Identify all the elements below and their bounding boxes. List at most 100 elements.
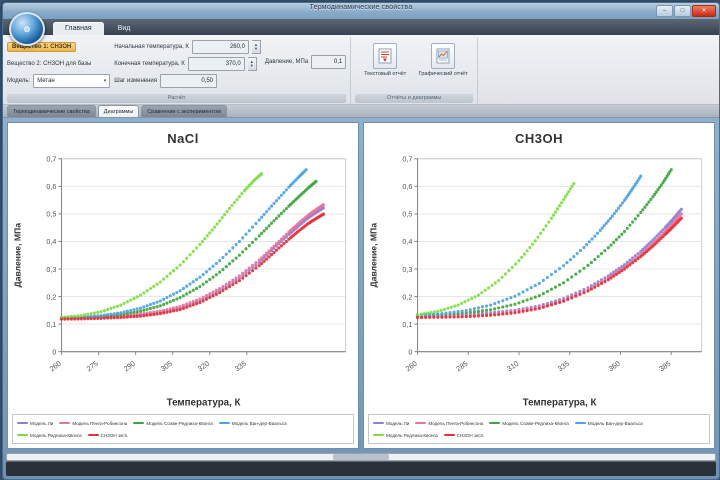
legend-color-swatch bbox=[489, 422, 501, 424]
start-temperature-input[interactable]: 260,0 bbox=[191, 40, 249, 54]
legend-label: CH3OH эксп. bbox=[456, 432, 485, 438]
svg-text:335: 335 bbox=[233, 359, 248, 374]
legend-item: Модель Пенга-Робинсона bbox=[59, 418, 127, 428]
pressure-label: Давление, МПа bbox=[264, 59, 309, 65]
text-report-label: Текстовый отчёт bbox=[364, 71, 407, 77]
chart-title-left: NaCl bbox=[167, 131, 199, 146]
svg-text:0,3: 0,3 bbox=[402, 265, 412, 274]
document-icon bbox=[373, 43, 398, 69]
svg-text:260: 260 bbox=[48, 359, 63, 374]
svg-text:360: 360 bbox=[607, 359, 622, 374]
step-input[interactable]: 0,50 bbox=[160, 74, 218, 88]
svg-text:285: 285 bbox=[455, 359, 470, 374]
svg-text:0,4: 0,4 bbox=[46, 237, 56, 246]
legend-color-swatch bbox=[415, 422, 427, 424]
temperature-fields: Начальная температура, К 260,0 ▲ ▼ Конечн… bbox=[114, 40, 261, 88]
legend-label: Модель Соаве-Редлиха-Квонга bbox=[146, 420, 213, 426]
legend-item: Модель Соаве-Редлиха-Квонга bbox=[133, 418, 213, 428]
legend-color-swatch bbox=[59, 422, 71, 424]
horizontal-scrollbar[interactable] bbox=[6, 453, 716, 461]
legend-label: Модель Ван-дер-Ваальса bbox=[231, 420, 287, 426]
svg-text:0,1: 0,1 bbox=[46, 320, 56, 329]
legend-label: Модель Соаве-Редлиха-Квонга bbox=[502, 420, 569, 426]
app-orb-icon[interactable]: ⚙ bbox=[9, 12, 45, 46]
svg-text:0,7: 0,7 bbox=[46, 154, 56, 163]
svg-text:0,6: 0,6 bbox=[402, 182, 412, 191]
legend-color-swatch bbox=[373, 434, 384, 436]
step-label: Шаг изменения bbox=[114, 78, 158, 84]
legend-color-swatch bbox=[218, 422, 230, 424]
legend-label: Модель Пенга-Робинсона bbox=[428, 420, 484, 426]
start-temperature-label: Начальная температура, К bbox=[114, 44, 189, 50]
ribbon-tab-home[interactable]: Главная bbox=[53, 22, 104, 35]
legend-item: Модель Пенга-Робинсона bbox=[415, 418, 483, 428]
legend-label: Модель Ли bbox=[30, 420, 54, 426]
plot-area-right: 0 0,1 0,2 0,3 0,4 0,5 0,6 0,7 260 285 310 335 360 385… bbox=[364, 148, 714, 412]
svg-text:0,4: 0,4 bbox=[402, 237, 412, 246]
end-temperature-stepper[interactable]: ▲ ▼ bbox=[247, 57, 257, 71]
legend-item: CH3OH эксп. bbox=[443, 430, 485, 440]
doc-tab-diagrams[interactable]: Диаграммы bbox=[97, 105, 140, 117]
model-select-value: Метан bbox=[37, 78, 55, 84]
substance-fields: Вещество 1: CH3OH Вещество 2: CH3OH для … bbox=[7, 40, 111, 88]
ribbon-group-empty bbox=[478, 38, 719, 104]
substance-2-label[interactable]: Вещество 2: CH3OH для базы bbox=[7, 61, 92, 67]
svg-text:0,5: 0,5 bbox=[402, 210, 412, 219]
svg-text:320: 320 bbox=[196, 359, 211, 374]
charts-workspace: NaCl 0 0,1 0,2 0,3 0,4 0,5 0,6 0,7 260 275 290 305 3… bbox=[3, 118, 719, 453]
legend-item: Модель Ван-дер-Ваальса bbox=[574, 418, 643, 428]
window-title: Термодинамические свойства bbox=[309, 4, 413, 11]
graphic-report-button[interactable]: Графический отчёт bbox=[417, 40, 469, 81]
chart-image-icon bbox=[431, 43, 456, 69]
chart-legend-right: Модель Ли Модель Пенга-Робинсона Модель Со… bbox=[368, 414, 710, 444]
model-select[interactable]: Метан ▾ bbox=[33, 74, 111, 88]
graphic-report-label: Графический отчёт bbox=[418, 71, 468, 77]
svg-text:310: 310 bbox=[505, 359, 520, 374]
pressure-input[interactable]: 0,1 bbox=[311, 55, 347, 69]
legend-label: CH3OH эксп. bbox=[100, 432, 129, 438]
svg-text:0,6: 0,6 bbox=[46, 182, 56, 191]
model-label: Модель: bbox=[7, 78, 31, 84]
status-bar bbox=[6, 461, 716, 476]
ribbon-group-reports: Текстовый отчёт Графический отчёт bbox=[351, 38, 479, 104]
document-tab-strip: Термодинамические свойства Диаграммы Сра… bbox=[3, 105, 719, 118]
scrollbar-thumb[interactable] bbox=[332, 454, 390, 460]
legend-color-swatch bbox=[443, 434, 455, 436]
close-button[interactable]: ✕ bbox=[692, 5, 716, 17]
substance-1-label[interactable]: Вещество 1: CH3OH bbox=[7, 42, 77, 52]
chart-panel-right: CH3OH 0 0,1 0,2 0,3 0,4 0,5 0,6 0,7 260 285 310 335… bbox=[363, 122, 715, 449]
legend-item: Модель Редлиха-Квонга bbox=[17, 430, 82, 440]
text-report-button[interactable]: Текстовый отчёт bbox=[359, 40, 411, 81]
end-temperature-input[interactable]: 370,0 bbox=[187, 57, 245, 71]
chevron-down-icon: ▾ bbox=[103, 78, 107, 84]
minimize-button[interactable]: – bbox=[656, 5, 673, 17]
svg-text:385: 385 bbox=[657, 359, 672, 374]
svg-text:0: 0 bbox=[52, 347, 56, 356]
legend-color-swatch bbox=[373, 422, 384, 424]
svg-text:0,5: 0,5 bbox=[46, 210, 56, 219]
svg-text:335: 335 bbox=[556, 359, 571, 374]
maximize-button[interactable]: □ bbox=[674, 5, 691, 17]
svg-text:Температура, К: Температура, К bbox=[523, 397, 598, 408]
svg-text:0: 0 bbox=[408, 347, 412, 356]
doc-tab-comparison[interactable]: Сравнение с экспериментом bbox=[141, 105, 227, 117]
legend-color-swatch bbox=[87, 434, 99, 436]
svg-text:0,7: 0,7 bbox=[402, 154, 412, 163]
ribbon-group-calculation-title: Расчёт bbox=[7, 94, 347, 103]
legend-item: Модель Соаве-Редлиха-Квонга bbox=[489, 418, 569, 428]
legend-item: Модель Ли bbox=[17, 418, 53, 428]
end-temperature-label: Конечная температура, К bbox=[114, 61, 185, 67]
window-controls: – □ ✕ bbox=[656, 5, 716, 17]
legend-color-swatch bbox=[17, 434, 28, 436]
start-temperature-stepper[interactable]: ▲ ▼ bbox=[251, 40, 261, 54]
plot-svg-right: 0 0,1 0,2 0,3 0,4 0,5 0,6 0,7 260 285 310 335 360 385… bbox=[369, 154, 703, 409]
title-bar: Термодинамические свойства – □ ✕ bbox=[3, 3, 719, 19]
ribbon-group-reports-title: Отчёты и диаграммы bbox=[355, 94, 474, 103]
svg-text:Давление, МПа: Давление, МПа bbox=[13, 223, 23, 288]
legend-label: Модель Ван-дер-Ваальса bbox=[587, 420, 643, 426]
svg-text:0,3: 0,3 bbox=[46, 265, 56, 274]
legend-item: Модель Ли bbox=[373, 418, 409, 428]
ribbon-tab-view[interactable]: Вид bbox=[117, 25, 131, 32]
doc-tab-properties[interactable]: Термодинамические свойства bbox=[7, 105, 96, 117]
